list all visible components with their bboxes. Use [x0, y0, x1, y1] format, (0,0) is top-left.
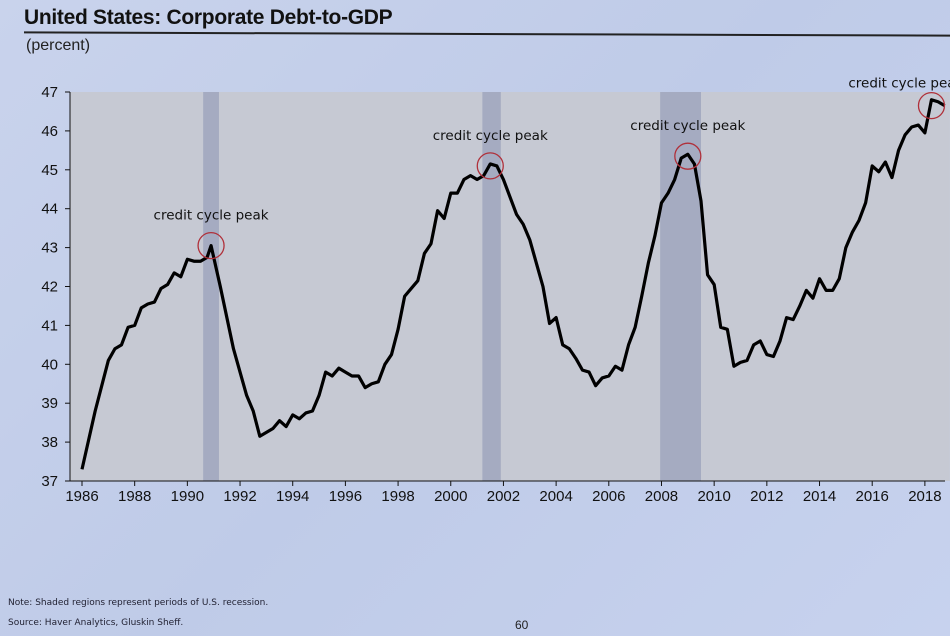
- peak-circle: [917, 91, 946, 120]
- chart-title: United States: Corporate Debt-to-GDP: [24, 6, 393, 29]
- y-tick-label: 45: [41, 162, 58, 179]
- recession-band: [203, 92, 219, 481]
- y-tick-label: 37: [41, 473, 58, 490]
- y-tick-label: 40: [41, 356, 58, 373]
- page-number: 60: [515, 618, 529, 632]
- x-tick-label: 2000: [434, 488, 467, 505]
- peak-circle: [197, 232, 225, 260]
- peak-circle: [476, 152, 504, 180]
- x-tick-label: 2018: [908, 488, 941, 505]
- x-tick-label: 2012: [750, 488, 783, 505]
- x-tick-label: 1988: [118, 488, 151, 505]
- y-axis-unit: (percent): [26, 37, 91, 54]
- series-line: [80, 98, 946, 470]
- x-tick-label: 1996: [329, 488, 362, 505]
- y-tick-label: 43: [41, 240, 58, 257]
- recession-band: [660, 92, 701, 481]
- annotation-label: credit cycle peak: [154, 208, 269, 224]
- x-tick-label: 2016: [856, 488, 889, 505]
- y-tick-label: 41: [41, 317, 58, 334]
- y-tick-label: 42: [41, 279, 58, 296]
- y-tick-label: 46: [41, 123, 58, 140]
- x-tick-label: 2010: [697, 488, 730, 505]
- x-tick-label: 1990: [171, 488, 204, 505]
- x-tick-label: 1992: [223, 488, 256, 505]
- recession-band: [482, 92, 501, 481]
- y-tick-label: 39: [41, 395, 58, 412]
- x-tick-label: 2004: [539, 488, 572, 505]
- x-tick-label: 2008: [645, 488, 678, 505]
- source-note: Source: Haver Analytics, Gluskin Sheff.: [8, 618, 184, 628]
- x-tick-label: 2014: [803, 488, 836, 505]
- x-tick-label: 1998: [381, 488, 414, 505]
- x-tick-label: 2006: [592, 488, 625, 505]
- footnote: Note: Shaded regions represent periods o…: [8, 598, 269, 608]
- x-tick-label: 2002: [487, 488, 520, 505]
- peak-circle: [674, 142, 702, 170]
- annotation-label: credit cycle peak?: [848, 76, 950, 92]
- annotation-label: credit cycle peak: [433, 128, 548, 144]
- y-tick-label: 44: [41, 201, 58, 218]
- y-tick-label: 38: [41, 434, 58, 451]
- x-tick-label: 1994: [276, 488, 309, 505]
- annotation-label: credit cycle peak: [630, 118, 745, 134]
- y-tick-label: 47: [41, 84, 58, 101]
- x-tick-label: 1986: [65, 488, 98, 505]
